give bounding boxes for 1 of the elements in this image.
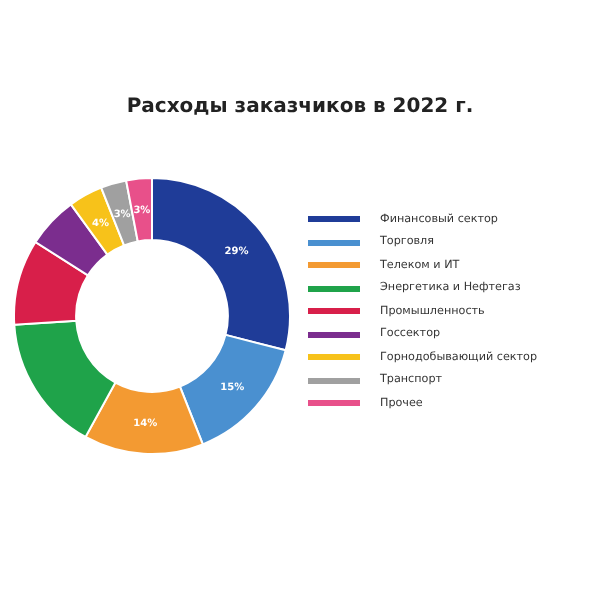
chart-title: Расходы заказчиков в 2022 г. (124, 96, 476, 118)
